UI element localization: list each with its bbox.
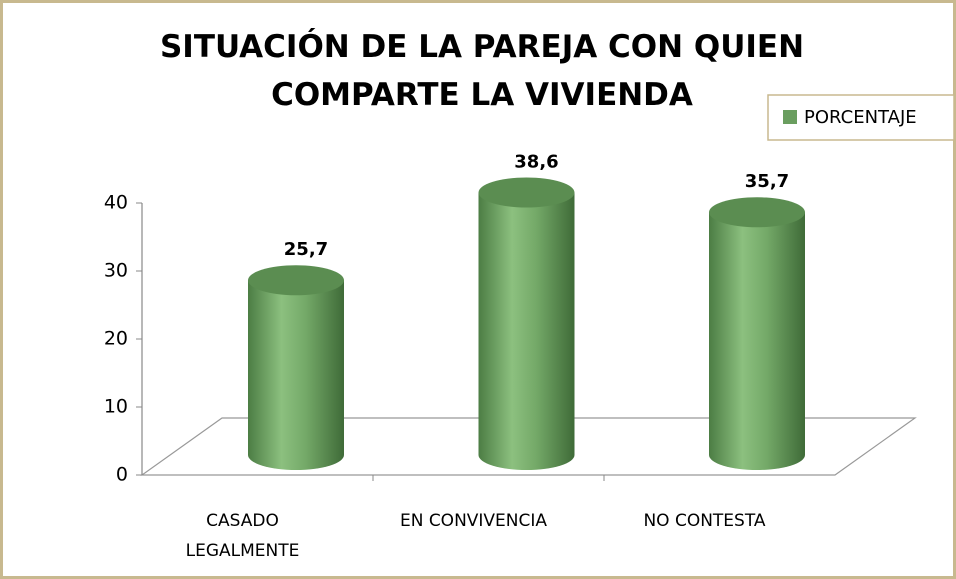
value-label: 25,7: [284, 239, 328, 260]
y-tick-label: 0: [116, 464, 128, 486]
bar: [248, 280, 344, 470]
x-tick-label: NO CONTESTA: [643, 511, 765, 531]
x-tick-label: EN CONVIVENCIA: [400, 511, 547, 531]
y-tick-label: 20: [104, 328, 128, 350]
bar-top: [248, 265, 344, 296]
legend-swatch: [783, 110, 797, 124]
legend-label: PORCENTAJE: [804, 107, 917, 128]
legend: [767, 94, 955, 141]
x-tick-label: CASADO LEGALMENTE: [186, 511, 300, 561]
bar-top: [478, 177, 575, 208]
y-tick-label: 10: [104, 396, 128, 418]
y-tick-label: 30: [104, 260, 128, 282]
value-label: 38,6: [514, 152, 558, 173]
bar: [709, 212, 805, 471]
value-label: 35,7: [745, 171, 789, 192]
y-tick-label: 40: [104, 192, 128, 214]
bar-top: [709, 197, 805, 228]
chart-title: SITUACIÓN DE LA PAREJA CON QUIEN COMPARTE…: [160, 28, 804, 113]
bar: [478, 192, 575, 470]
